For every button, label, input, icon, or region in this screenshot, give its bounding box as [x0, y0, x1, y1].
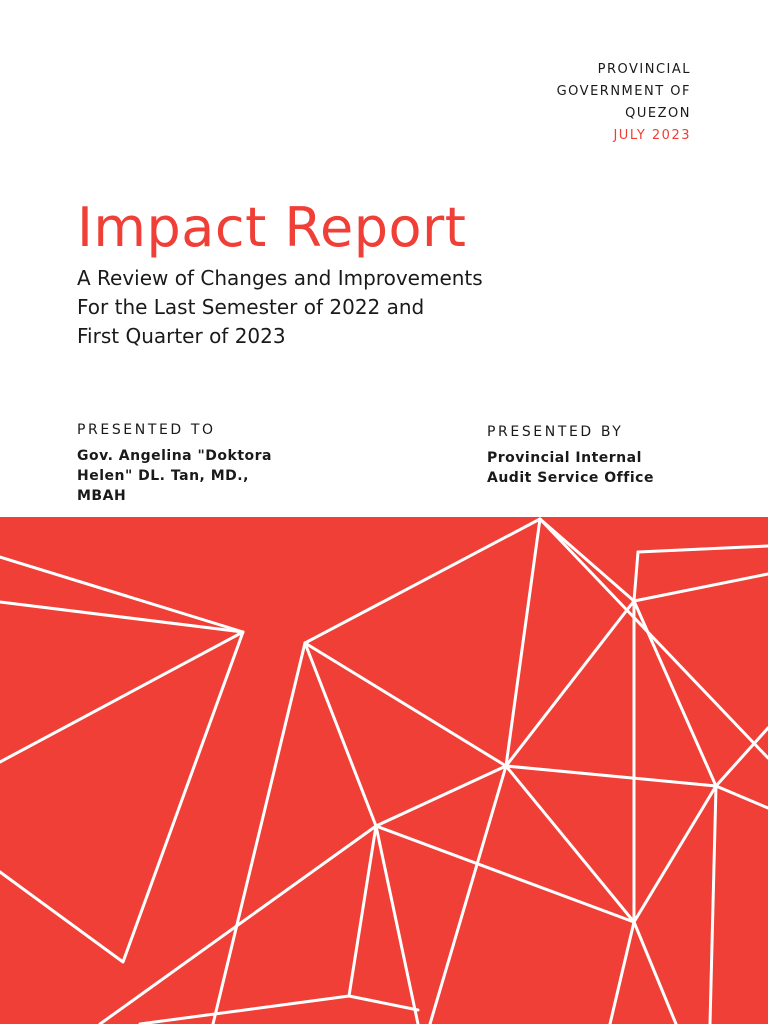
organization-block: PROVINCIAL GOVERNMENT OF QUEZON JULY 202… — [557, 59, 691, 147]
report-subtitle: A Review of Changes and Improvements For… — [77, 264, 483, 351]
geometric-lines-graphic — [0, 517, 768, 1024]
report-title: Impact Report — [77, 196, 467, 259]
organization-line: PROVINCIAL — [597, 62, 691, 77]
recipient-line: MBAH — [77, 488, 127, 504]
organization-line: QUEZON — [625, 106, 691, 121]
subtitle-line: First Quarter of 2023 — [77, 324, 286, 348]
presented-to-block: PRESENTED TO Gov. Angelina "Doktora Hele… — [77, 422, 272, 506]
presented-to-name: Gov. Angelina "Doktora Helen" DL. Tan, M… — [77, 446, 272, 506]
recipient-line: Gov. Angelina "Doktora — [77, 448, 272, 464]
subtitle-line: For the Last Semester of 2022 and — [77, 295, 425, 319]
presented-to-heading: PRESENTED TO — [77, 422, 216, 438]
presented-by-block: PRESENTED BY Provincial Internal Audit S… — [487, 424, 654, 488]
presenter-line: Audit Service Office — [487, 470, 654, 486]
presented-by-name: Provincial Internal Audit Service Office — [487, 448, 654, 488]
report-date: JULY 2023 — [613, 128, 691, 143]
presenter-line: Provincial Internal — [487, 450, 642, 466]
recipient-line: Helen" DL. Tan, MD., — [77, 468, 249, 484]
organization-line: GOVERNMENT OF — [556, 84, 691, 99]
decorative-geometric-band — [0, 517, 768, 1024]
presented-by-heading: PRESENTED BY — [487, 424, 624, 440]
subtitle-line: A Review of Changes and Improvements — [77, 266, 483, 290]
